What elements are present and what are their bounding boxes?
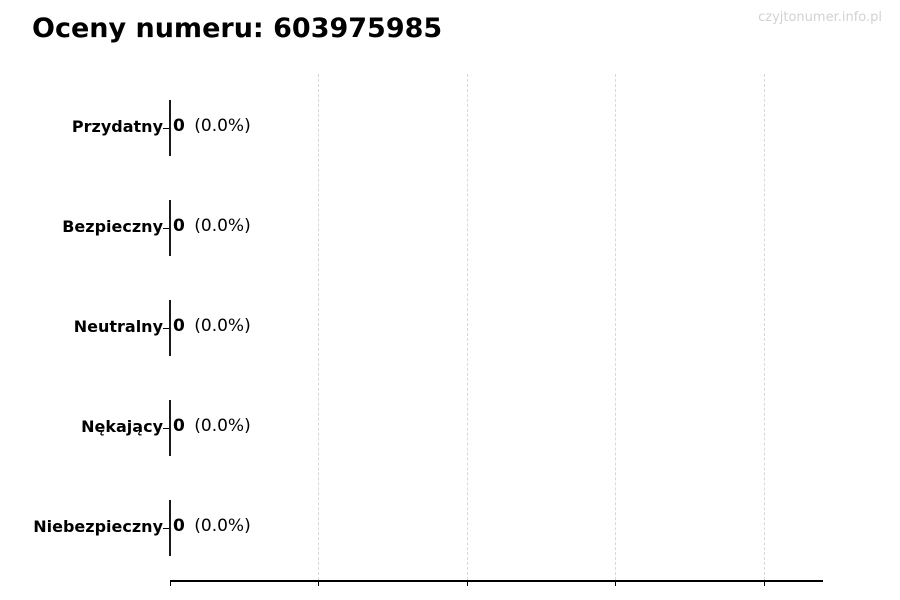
value-group-neutralny: 0 (0.0%) bbox=[173, 316, 251, 336]
category-label-niebezpieczny: Niebezpieczny bbox=[33, 517, 163, 536]
x-axis-tick-2 bbox=[467, 580, 468, 586]
value-count-niebezpieczny: 0 bbox=[173, 516, 185, 536]
category-label-neutralny: Neutralny bbox=[73, 317, 163, 336]
y-axis-tick-niebezpieczny bbox=[163, 528, 170, 529]
y-axis-tick-nekajacy bbox=[163, 428, 170, 429]
plot-area bbox=[170, 74, 823, 580]
bar-nekajacy bbox=[169, 400, 171, 456]
x-axis-line bbox=[170, 580, 823, 582]
value-percent-przydatny: (0.0%) bbox=[194, 116, 251, 136]
value-percent-bezpieczny: (0.0%) bbox=[194, 216, 251, 236]
bar-bezpieczny bbox=[169, 200, 171, 256]
value-count-neutralny: 0 bbox=[173, 316, 185, 336]
gridline-2 bbox=[467, 74, 468, 580]
gridline-1 bbox=[318, 74, 319, 580]
x-axis-tick-4 bbox=[764, 580, 765, 586]
value-count-bezpieczny: 0 bbox=[173, 216, 185, 236]
category-label-nekajacy: Nękający bbox=[81, 417, 163, 436]
bar-neutralny bbox=[169, 300, 171, 356]
value-count-nekajacy: 0 bbox=[173, 416, 185, 436]
value-group-niebezpieczny: 0 (0.0%) bbox=[173, 516, 251, 536]
y-axis-tick-przydatny bbox=[163, 128, 170, 129]
value-percent-neutralny: (0.0%) bbox=[194, 316, 251, 336]
category-label-bezpieczny: Bezpieczny bbox=[62, 217, 163, 236]
value-percent-nekajacy: (0.0%) bbox=[194, 416, 251, 436]
value-count-przydatny: 0 bbox=[173, 116, 185, 136]
value-group-bezpieczny: 0 (0.0%) bbox=[173, 216, 251, 236]
x-axis-tick-0 bbox=[170, 580, 171, 586]
x-axis-tick-1 bbox=[318, 580, 319, 586]
y-axis-tick-neutralny bbox=[163, 328, 170, 329]
gridline-3 bbox=[615, 74, 616, 580]
gridline-4 bbox=[764, 74, 765, 580]
value-group-nekajacy: 0 (0.0%) bbox=[173, 416, 251, 436]
page-title: Oceny numeru: 603975985 bbox=[32, 13, 443, 44]
x-axis-tick-3 bbox=[615, 580, 616, 586]
bar-niebezpieczny bbox=[169, 500, 171, 556]
category-label-przydatny: Przydatny bbox=[71, 117, 163, 136]
y-axis-tick-bezpieczny bbox=[163, 228, 170, 229]
bar-przydatny bbox=[169, 100, 171, 156]
value-group-przydatny: 0 (0.0%) bbox=[173, 116, 251, 136]
value-percent-niebezpieczny: (0.0%) bbox=[194, 516, 251, 536]
watermark-label: czyjtonumer.info.pl bbox=[758, 10, 882, 25]
